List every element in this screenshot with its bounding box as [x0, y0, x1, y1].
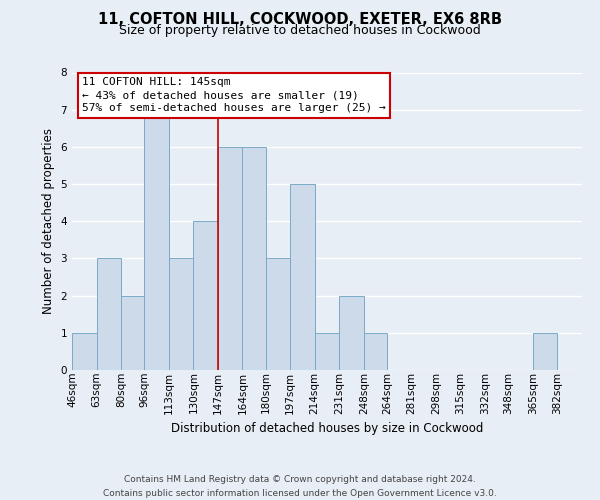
Bar	[72, 333, 97, 370]
Bar	[144, 110, 169, 370]
X-axis label: Distribution of detached houses by size in Cockwood: Distribution of detached houses by size …	[171, 422, 483, 435]
Bar	[169, 258, 193, 370]
Bar	[97, 258, 121, 370]
Y-axis label: Number of detached properties: Number of detached properties	[42, 128, 55, 314]
Bar	[315, 333, 339, 370]
Bar	[218, 147, 242, 370]
Text: 11, COFTON HILL, COCKWOOD, EXETER, EX6 8RB: 11, COFTON HILL, COCKWOOD, EXETER, EX6 8…	[98, 12, 502, 28]
Bar	[290, 184, 315, 370]
Text: Contains HM Land Registry data © Crown copyright and database right 2024.
Contai: Contains HM Land Registry data © Crown c…	[103, 476, 497, 498]
Bar	[339, 296, 364, 370]
Bar	[364, 333, 387, 370]
Bar	[193, 221, 218, 370]
Text: Size of property relative to detached houses in Cockwood: Size of property relative to detached ho…	[119, 24, 481, 37]
Text: 11 COFTON HILL: 145sqm
← 43% of detached houses are smaller (19)
57% of semi-det: 11 COFTON HILL: 145sqm ← 43% of detached…	[82, 77, 386, 114]
Bar	[121, 296, 144, 370]
Bar	[242, 147, 266, 370]
Bar	[266, 258, 290, 370]
Bar	[533, 333, 557, 370]
